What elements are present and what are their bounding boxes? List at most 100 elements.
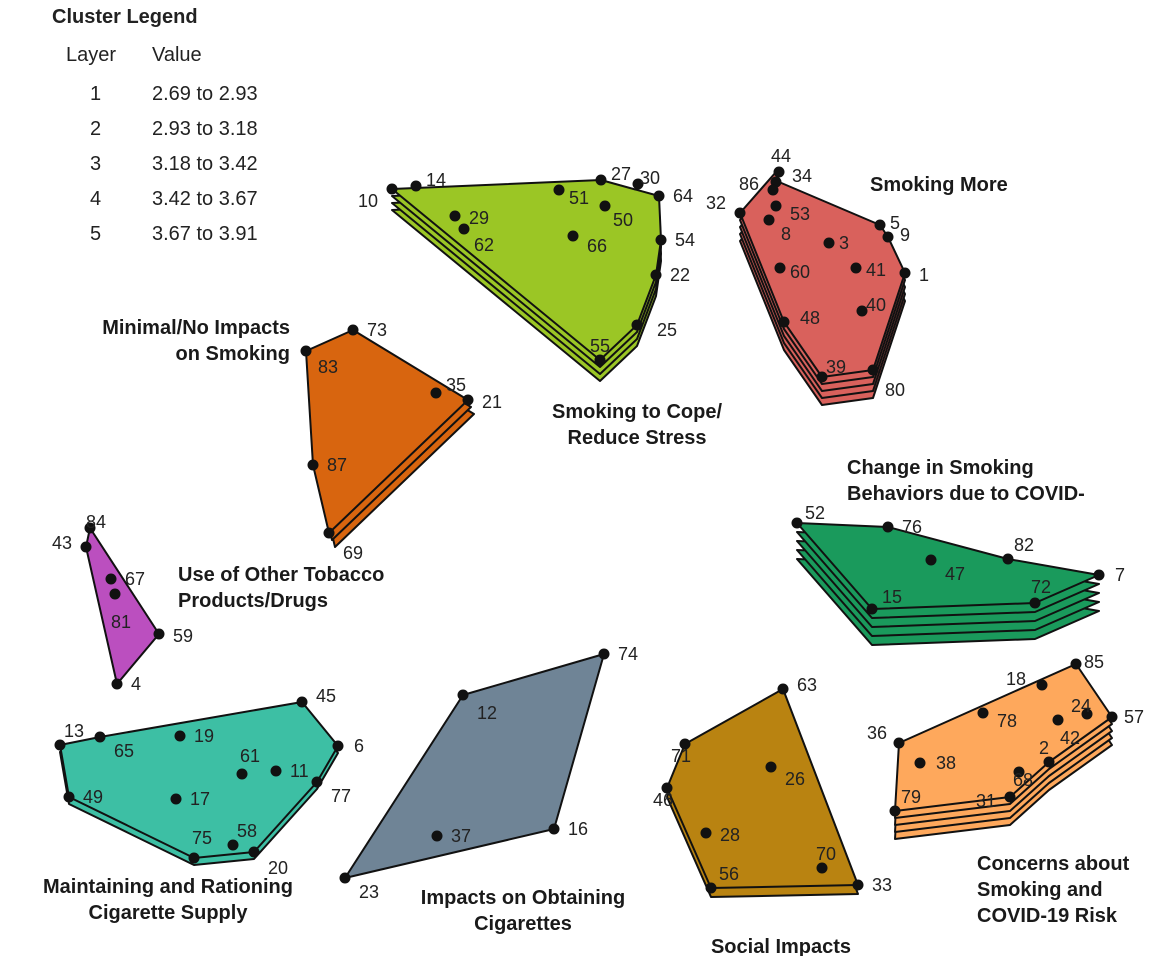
point-label: 53 — [790, 204, 810, 224]
point-label: 27 — [611, 164, 631, 184]
point-marker — [188, 852, 200, 864]
legend-row-layer: 3 — [90, 153, 102, 175]
point-label: 64 — [673, 186, 693, 206]
point-label: 3 — [839, 233, 849, 253]
point-marker — [679, 738, 691, 750]
point-marker — [170, 793, 182, 805]
legend-row-value: 2.69 to 2.93 — [152, 83, 258, 105]
point-marker — [705, 882, 717, 894]
point-label: 18 — [1006, 669, 1026, 689]
point-marker — [311, 776, 323, 788]
point-label: 22 — [670, 265, 690, 285]
point-label: 54 — [675, 230, 695, 250]
point-label: 8 — [781, 224, 791, 244]
point-label: 69 — [343, 543, 363, 563]
cluster-other-tobacco: 84 43 67 81 59 4 Use of Other Tobacco Products/… — [52, 512, 384, 694]
point-marker — [248, 846, 260, 858]
legend-title: Cluster Legend — [52, 6, 198, 28]
point-label: 13 — [64, 721, 84, 741]
cluster-label: Maintaining and Rationing — [43, 876, 293, 898]
point-marker — [661, 782, 673, 794]
legend-row-layer: 2 — [90, 118, 102, 140]
point-label: 39 — [826, 357, 846, 377]
point-marker — [105, 573, 117, 585]
point-marker — [410, 180, 422, 192]
point-label: 31 — [976, 791, 996, 811]
point-marker — [599, 200, 611, 212]
point-label: 42 — [1060, 728, 1080, 748]
point-label: 21 — [482, 392, 502, 412]
cluster-label: Products/Drugs — [178, 590, 328, 612]
point-marker — [332, 740, 344, 752]
point-marker — [977, 707, 989, 719]
point-marker — [431, 830, 443, 842]
point-marker — [889, 805, 901, 817]
point-label: 5 — [890, 213, 900, 233]
point-label: 65 — [114, 741, 134, 761]
point-marker — [866, 603, 878, 615]
cluster-obtaining: 74 12 37 16 23 Impacts on Obtaining Cigarettes — [339, 644, 638, 935]
cluster-social-impacts: 63 71 26 46 28 70 56 33 Social Impacts — [653, 675, 892, 956]
point-label: 10 — [358, 191, 378, 211]
point-marker — [323, 527, 335, 539]
point-marker — [631, 319, 643, 331]
point-label: 43 — [52, 533, 72, 553]
point-marker — [1004, 791, 1016, 803]
cluster-label: Minimal/No Impacts — [102, 317, 290, 339]
point-label: 82 — [1014, 535, 1034, 555]
point-marker — [1029, 597, 1041, 609]
point-marker — [595, 174, 607, 186]
cluster-label: Behaviors due to COVID- — [847, 483, 1085, 505]
point-marker — [458, 223, 470, 235]
point-marker — [1106, 711, 1118, 723]
cluster-label: Use of Other Tobacco — [178, 564, 384, 586]
point-marker — [63, 791, 75, 803]
point-label: 83 — [318, 357, 338, 377]
point-marker — [307, 459, 319, 471]
point-marker — [816, 371, 828, 383]
point-marker — [1070, 658, 1082, 670]
point-marker — [449, 210, 461, 222]
point-label: 48 — [800, 308, 820, 328]
point-marker — [852, 879, 864, 891]
point-label: 75 — [192, 828, 212, 848]
point-marker — [567, 230, 579, 242]
point-label: 1 — [919, 265, 929, 285]
point-marker — [94, 731, 106, 743]
point-label: 30 — [640, 168, 660, 188]
point-marker — [777, 683, 789, 695]
point-marker — [899, 267, 911, 279]
point-label: 68 — [1013, 770, 1033, 790]
point-label: 50 — [613, 210, 633, 230]
point-marker — [386, 183, 398, 195]
point-marker — [1013, 766, 1025, 778]
point-marker — [236, 768, 248, 780]
point-label: 20 — [268, 858, 288, 878]
cluster-polygon — [305, 329, 469, 534]
legend-row-value: 3.67 to 3.91 — [152, 223, 258, 245]
legend-row-value: 3.42 to 3.67 — [152, 188, 258, 210]
point-label: 72 — [1031, 577, 1051, 597]
point-marker — [300, 345, 312, 357]
point-marker — [457, 689, 469, 701]
point-label: 6 — [354, 736, 364, 756]
point-label: 2 — [1039, 738, 1049, 758]
point-label: 59 — [173, 626, 193, 646]
point-marker — [770, 200, 782, 212]
point-marker — [767, 184, 779, 196]
cluster-concerns-covid: 85 18 24 57 36 78 42 38 2 68 31 79 Concerns about Smo… — [867, 652, 1144, 927]
point-label: 33 — [872, 875, 892, 895]
point-label: 37 — [451, 826, 471, 846]
point-label: 77 — [331, 786, 351, 806]
point-label: 51 — [569, 188, 589, 208]
point-label: 57 — [1124, 707, 1144, 727]
point-marker — [874, 219, 886, 231]
point-marker — [773, 166, 785, 178]
legend-row-value: 3.18 to 3.42 — [152, 153, 258, 175]
point-marker — [1093, 569, 1105, 581]
point-label: 58 — [237, 821, 257, 841]
point-label: 47 — [945, 564, 965, 584]
point-marker — [856, 305, 868, 317]
point-marker — [227, 839, 239, 851]
